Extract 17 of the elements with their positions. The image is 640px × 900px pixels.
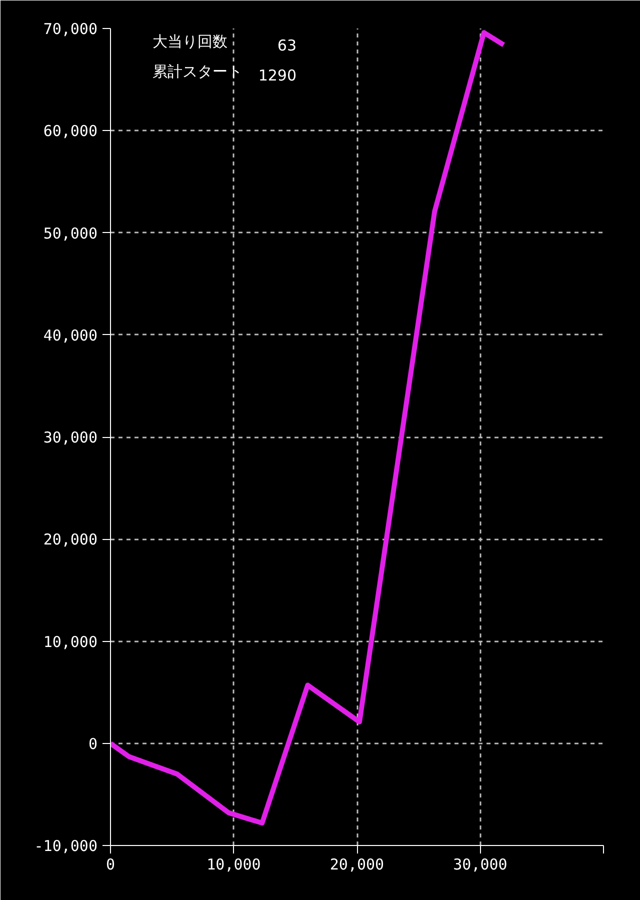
y-tick-label: -10,000	[34, 837, 98, 855]
y-tick-label: 70,000	[43, 20, 98, 38]
x-tick-label: 30,000	[453, 856, 508, 874]
y-tick-label: 10,000	[43, 632, 98, 651]
y-tick-label: 0	[88, 734, 98, 753]
x-tick-label: 10,000	[206, 856, 261, 874]
text: 63	[277, 36, 297, 54]
y-tick-label: 20,000	[43, 530, 98, 549]
text: 1290	[258, 66, 297, 84]
x-tick-label: 0	[106, 856, 116, 874]
y-tick-label: 40,000	[43, 326, 98, 344]
text: 累計スタート	[152, 62, 242, 80]
y-tick-label: 30,000	[43, 428, 98, 446]
text: 大当り回数	[152, 32, 228, 50]
y-tick-label: 60,000	[43, 122, 98, 140]
x-tick-label: 20,000	[330, 856, 384, 874]
y-tick-label: 50,000	[43, 224, 98, 242]
